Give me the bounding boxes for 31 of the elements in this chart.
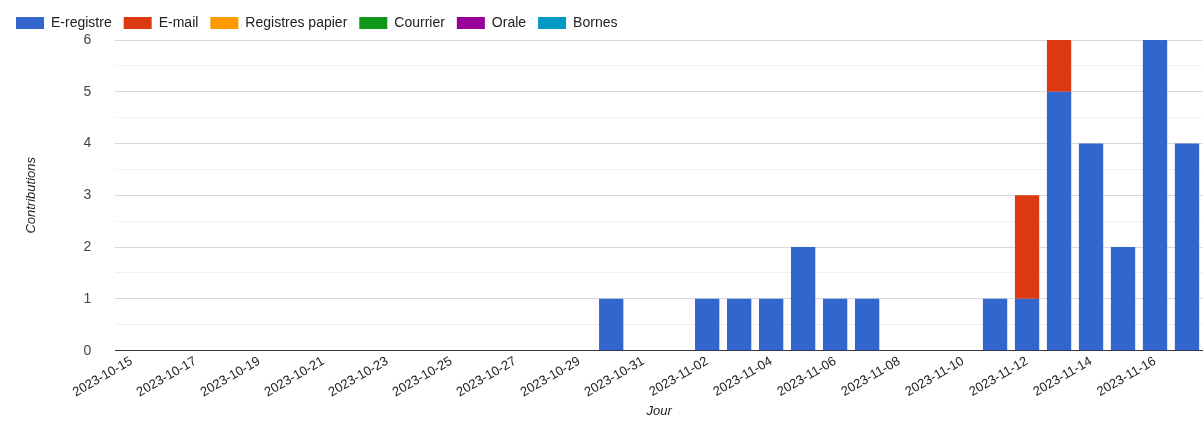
x-axis-title: Jour <box>645 402 673 418</box>
legend-label: Orale <box>491 13 527 30</box>
y-tick-label: 5 <box>83 82 92 99</box>
y-tick-label: 6 <box>83 30 92 47</box>
bar <box>1142 40 1168 351</box>
bar <box>854 298 880 351</box>
bar <box>695 298 720 351</box>
bar <box>822 298 848 351</box>
y-tick-label: 4 <box>83 134 92 151</box>
y-tick-label: 3 <box>83 186 92 203</box>
bar <box>599 298 624 351</box>
bar <box>1046 91 1072 351</box>
y-tick-label: 1 <box>83 289 92 306</box>
bar <box>982 298 1008 351</box>
bar <box>1078 143 1104 351</box>
bar <box>1014 298 1040 351</box>
y-axis-title: Contributions <box>23 156 39 234</box>
y-tick-label: 2 <box>83 237 92 254</box>
bar <box>1046 40 1072 92</box>
bar <box>1110 247 1136 351</box>
legend-label: Bornes <box>573 13 618 30</box>
bar <box>1174 143 1200 351</box>
bar <box>790 247 816 351</box>
legend-label: Courrier <box>394 13 446 30</box>
y-tick-label: 0 <box>83 341 92 358</box>
bar <box>727 298 752 351</box>
legend-label: Registres papier <box>245 13 348 30</box>
legend-label: E-registre <box>51 13 112 30</box>
bar <box>1014 195 1040 299</box>
legend-label: E-mail <box>158 13 199 30</box>
bar <box>759 298 784 351</box>
